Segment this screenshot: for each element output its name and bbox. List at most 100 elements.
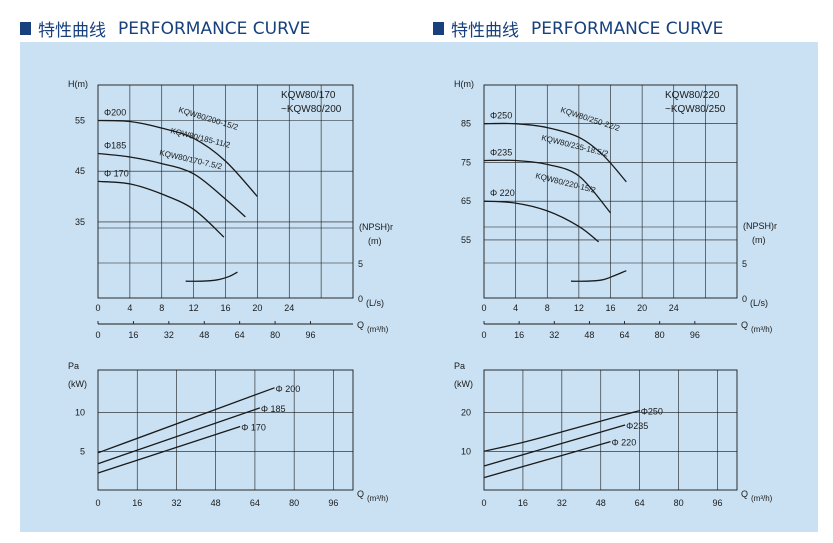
plot-frame bbox=[483, 369, 738, 491]
y-tick-label: 55 bbox=[461, 235, 471, 245]
q-axis-unit: (m³/h) bbox=[367, 494, 389, 503]
x-tick-label: 64 bbox=[635, 498, 645, 508]
x-tick-label: 96 bbox=[328, 498, 338, 508]
x-tick-label: 0 bbox=[481, 498, 486, 508]
y-tick-label: 35 bbox=[75, 217, 85, 227]
series-name-label: KQW80/220-15/2 bbox=[535, 171, 598, 195]
series-diameter-label: Φ 170 bbox=[104, 168, 129, 178]
x-tick-label: 32 bbox=[171, 498, 181, 508]
q-tick-label: 80 bbox=[655, 330, 665, 340]
q-axis-unit: (m³/h) bbox=[751, 325, 773, 334]
x-tick-label: 96 bbox=[713, 498, 723, 508]
series-name-label: KQW80/235-18.5/2 bbox=[541, 133, 610, 158]
x-tick-label: 20 bbox=[252, 303, 262, 313]
x-tick-label: 48 bbox=[596, 498, 606, 508]
series-diameter-label: Φ235 bbox=[490, 148, 512, 158]
header-square-icon bbox=[20, 22, 31, 35]
header-left: 特性曲线 PERFORMANCE CURVE bbox=[20, 16, 310, 41]
y-tick-label: 20 bbox=[461, 408, 471, 418]
header-en: PERFORMANCE CURVE bbox=[531, 18, 724, 39]
x-tick-label: 32 bbox=[557, 498, 567, 508]
q-tick-label: 0 bbox=[481, 330, 486, 340]
q-tick-label: 80 bbox=[270, 330, 280, 340]
q-tick-label: 0 bbox=[95, 330, 100, 340]
x-tick-label: 64 bbox=[250, 498, 260, 508]
y-axis-unit: (kW) bbox=[454, 379, 473, 389]
x-tick-label: 0 bbox=[95, 498, 100, 508]
series-line bbox=[483, 440, 611, 479]
header-cn: 特性曲线 bbox=[451, 21, 519, 41]
x-tick-label: 16 bbox=[518, 498, 528, 508]
header-cn: 特性曲线 bbox=[38, 21, 106, 41]
q-tick-label: 48 bbox=[584, 330, 594, 340]
series-diameter-label: Φ185 bbox=[104, 140, 126, 150]
x-tick-label: 4 bbox=[127, 303, 132, 313]
y-tick-label: 75 bbox=[461, 157, 471, 167]
x-tick-label: 80 bbox=[289, 498, 299, 508]
series-line bbox=[97, 180, 225, 238]
series-line bbox=[97, 152, 246, 218]
series-name-label: KQW80/185-11/2 bbox=[170, 126, 232, 150]
q-tick-label: 48 bbox=[199, 330, 209, 340]
series-line bbox=[483, 122, 627, 183]
x-tick-label: 16 bbox=[605, 303, 615, 313]
header-right: 特性曲线 PERFORMANCE CURVE bbox=[433, 16, 723, 41]
y-tick-label: 5 bbox=[80, 446, 85, 456]
q-axis-label: Q bbox=[357, 320, 364, 330]
q-tick-label: 16 bbox=[514, 330, 524, 340]
series-diameter-label: Φ 220 bbox=[490, 188, 515, 198]
x-axis-label: (L/s) bbox=[750, 298, 768, 308]
series-line bbox=[483, 159, 611, 214]
q-axis-label: Q bbox=[357, 489, 364, 499]
q-tick-label: 32 bbox=[164, 330, 174, 340]
x-tick-label: 8 bbox=[545, 303, 550, 313]
series-line bbox=[97, 407, 261, 465]
y-axis-label: Pa bbox=[454, 361, 465, 371]
y-axis-unit: (kW) bbox=[68, 379, 87, 389]
chart-title-line: KQW80/170 bbox=[281, 90, 336, 101]
npsh-axis-label: (NPSH)r bbox=[359, 222, 393, 232]
x-tick-label: 12 bbox=[574, 303, 584, 313]
header-square-icon bbox=[433, 22, 444, 35]
y-tick-label: 10 bbox=[75, 408, 85, 418]
q-axis-unit: (m³/h) bbox=[751, 494, 773, 503]
plot-frame bbox=[97, 369, 354, 491]
npsh-axis-unit: (m) bbox=[368, 236, 382, 246]
q-tick-label: 32 bbox=[549, 330, 559, 340]
x-tick-label: 16 bbox=[132, 498, 142, 508]
series-name-label: Φ 200 bbox=[276, 384, 301, 394]
q-axis-label: Q bbox=[741, 320, 748, 330]
chart-title-line: ~KQW80/200 bbox=[281, 104, 342, 115]
npsh-tick-label: 0 bbox=[742, 294, 747, 304]
series-name-label: Φ235 bbox=[626, 421, 648, 431]
series-line bbox=[483, 424, 626, 467]
y-tick-label: 55 bbox=[75, 116, 85, 126]
x-tick-label: 24 bbox=[669, 303, 679, 313]
q-axis-label: Q bbox=[741, 489, 748, 499]
series-line bbox=[97, 119, 258, 198]
y-tick-label: 65 bbox=[461, 196, 471, 206]
y-tick-label: 45 bbox=[75, 166, 85, 176]
x-tick-label: 48 bbox=[211, 498, 221, 508]
chart-title-line: ~KQW80/250 bbox=[665, 104, 726, 115]
q-tick-label: 64 bbox=[235, 330, 245, 340]
series-name-label: Φ 220 bbox=[612, 438, 637, 448]
npsh-curve bbox=[185, 271, 238, 282]
series-diameter-label: Φ200 bbox=[104, 108, 126, 118]
series-name-label: Φ 170 bbox=[241, 423, 266, 433]
x-tick-label: 8 bbox=[159, 303, 164, 313]
y-tick-label: 10 bbox=[461, 446, 471, 456]
header-en: PERFORMANCE CURVE bbox=[118, 18, 311, 39]
npsh-axis-unit: (m) bbox=[752, 235, 766, 245]
y-axis-label: Pa bbox=[68, 361, 79, 371]
npsh-tick-label: 5 bbox=[358, 259, 363, 269]
q-tick-label: 16 bbox=[128, 330, 138, 340]
y-axis-label: H(m) bbox=[68, 79, 88, 89]
npsh-tick-label: 0 bbox=[358, 294, 363, 304]
series-name-label: Φ 185 bbox=[261, 404, 286, 414]
npsh-axis-label: (NPSH)r bbox=[743, 221, 777, 231]
q-tick-label: 64 bbox=[620, 330, 630, 340]
q-tick-label: 96 bbox=[690, 330, 700, 340]
x-axis-label: (L/s) bbox=[366, 298, 384, 308]
